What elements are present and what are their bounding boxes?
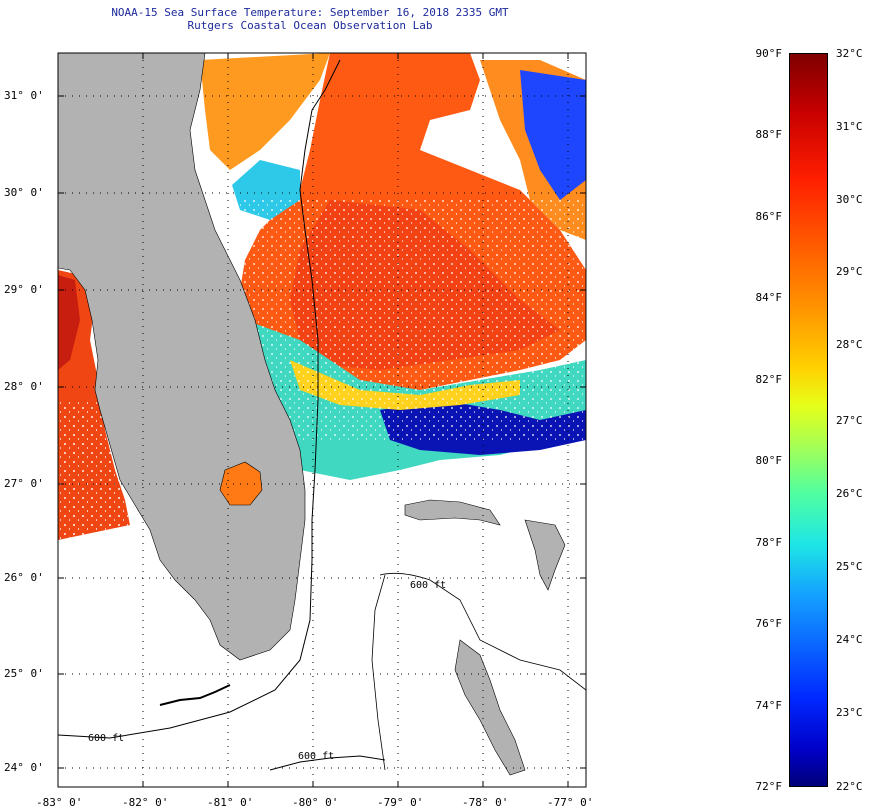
colorbar-label-c: 25°C — [836, 560, 863, 573]
colorbar-label-f: 82°F — [755, 373, 783, 386]
colorbar-label-c: 26°C — [836, 487, 863, 500]
contour-label: 600 ft — [410, 580, 447, 591]
map-title: NOAA-15 Sea Surface Temperature: Septemb… — [111, 6, 509, 19]
axis-ticks — [58, 53, 586, 787]
sst-ocean-yellow — [200, 53, 330, 170]
colorbar-label-f: 84°F — [755, 291, 783, 304]
contour-label: 600 ft — [298, 751, 335, 762]
lon-label: -80° 0' — [292, 796, 339, 809]
colorbar-label-f: 72°F — [755, 780, 783, 793]
colorbar-label-f: 80°F — [755, 454, 783, 467]
cloud-speckle — [240, 200, 586, 440]
map-frame — [57, 52, 587, 788]
colorbar-label-c: 29°C — [836, 265, 863, 278]
colorbar-label-f: 76°F — [755, 617, 783, 630]
florida-land — [58, 53, 306, 661]
temperature-colorbar — [789, 53, 828, 787]
colorbar-label-f: 78°F — [755, 536, 783, 549]
grand-bahama-island — [404, 499, 501, 526]
lat-label: 31° 0' — [4, 89, 44, 102]
lat-label: 25° 0' — [4, 667, 44, 680]
colorbar-label-c: 28°C — [836, 338, 863, 351]
depth-contour-600ft — [58, 59, 341, 739]
colorbar-label-c: 22°C — [836, 780, 863, 793]
depth-contour-600ft-south — [269, 755, 386, 771]
lat-label: 30° 0' — [4, 186, 44, 199]
sst-gulf-hot — [58, 275, 80, 370]
lon-label: -77° 0' — [547, 796, 594, 809]
abaco-island — [524, 519, 566, 591]
bahamas-bank-outline — [371, 574, 386, 771]
sst-ocean-blue-east — [520, 70, 586, 200]
lat-label: 29° 0' — [4, 283, 44, 296]
colorbar-label-f: 90°F — [755, 47, 783, 60]
colorbar-label-c: 27°C — [836, 414, 863, 427]
lon-label: -83° 0' — [36, 796, 83, 809]
lon-label: -82° 0' — [122, 796, 169, 809]
lon-label: -79° 0' — [377, 796, 424, 809]
colorbar-label-c: 32°C — [836, 47, 863, 60]
lon-label: -81° 0' — [207, 796, 254, 809]
colorbar-label-c: 30°C — [836, 193, 863, 206]
lat-label: 27° 0' — [4, 477, 44, 490]
colorbar-label-f: 74°F — [755, 699, 783, 712]
andros-island — [454, 639, 526, 776]
lat-label: 24° 0' — [4, 761, 44, 774]
lat-label: 28° 0' — [4, 380, 44, 393]
florida-keys — [159, 684, 231, 706]
lat-label: 26° 0' — [4, 571, 44, 584]
map-subtitle: Rutgers Coastal Ocean Observation Lab — [187, 19, 433, 32]
contour-label: 600 ft — [88, 733, 125, 744]
colorbar-label-f: 86°F — [755, 210, 783, 223]
bahamas-shelf-outline — [379, 572, 586, 691]
colorbar-label-f: 88°F — [755, 128, 783, 141]
colorbar-label-c: 24°C — [836, 633, 863, 646]
colorbar-label-c: 31°C — [836, 120, 863, 133]
lon-label: -78° 0' — [462, 796, 509, 809]
colorbar-label-c: 23°C — [836, 706, 863, 719]
